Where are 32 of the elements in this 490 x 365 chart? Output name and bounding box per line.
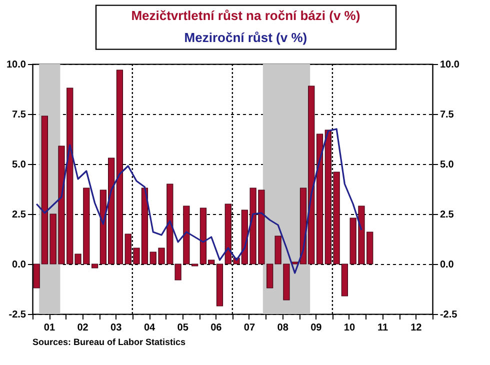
y2-tick-label: 5.0 <box>440 160 454 170</box>
y2-tick-label: -2.5 <box>440 310 458 320</box>
x-tick-label: 04 <box>144 322 156 334</box>
y-tick-label: 5.0 <box>12 160 26 170</box>
source-note: Sources: Bureau of Labor Statistics <box>32 337 186 347</box>
text: Mezičtvrtletní růst na roční bázi (v %) <box>131 8 360 23</box>
bar <box>316 134 324 264</box>
bar <box>92 264 98 268</box>
y-tick-label: 2.5 <box>12 210 26 220</box>
x-tick-label: 03 <box>110 322 122 334</box>
bar <box>216 264 224 306</box>
line-series <box>36 128 362 274</box>
y2-tick-label: 0.0 <box>440 260 454 270</box>
x-tick-label: 11 <box>377 322 388 334</box>
x-tick-label: 01 <box>44 322 56 334</box>
y2-tick-label: 7.5 <box>440 110 454 120</box>
x-tick-label: 05 <box>177 322 189 334</box>
x-tick-label: 02 <box>77 322 89 334</box>
x-tick-label: 10 <box>344 322 356 334</box>
y-tick-label: 0.0 <box>12 260 26 270</box>
y2-tick-label: 10.0 <box>440 60 460 70</box>
y2-tick-label: 2.5 <box>440 210 454 220</box>
x-tick-label: 06 <box>210 322 222 334</box>
x-tick-label: 09 <box>310 322 322 334</box>
bar <box>116 70 124 264</box>
y-tick-label: -2.5 <box>8 310 26 320</box>
x-tick-label: 07 <box>244 322 256 334</box>
y-tick-label: 7.5 <box>12 110 26 120</box>
text: Meziroční růst (v %) <box>184 30 308 45</box>
y-tick-label: 10.0 <box>6 60 26 70</box>
x-tick-label: 12 <box>410 322 422 334</box>
x-tick-label: 08 <box>277 322 289 334</box>
